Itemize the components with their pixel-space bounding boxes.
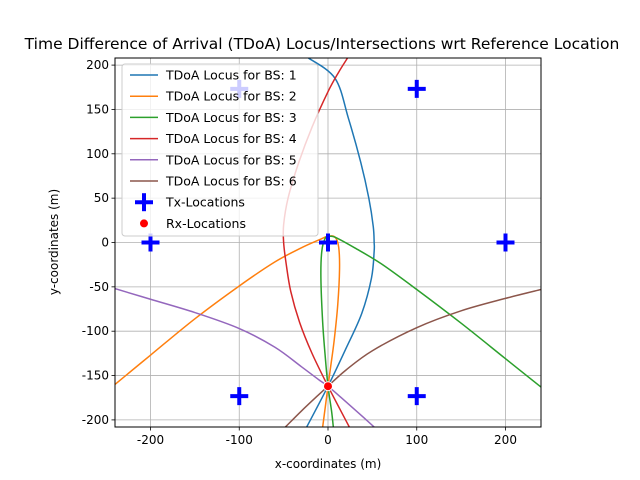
- legend-plus-swatch: [135, 193, 153, 212]
- tx-marker-bs-2: [407, 387, 426, 406]
- legend-entry: TDoA Locus for BS: 3: [130, 110, 297, 125]
- tx-marker-reference: [319, 233, 337, 252]
- rx-marker: [323, 381, 333, 392]
- legend-entry: TDoA Locus for BS: 2: [130, 89, 297, 104]
- chart-legend: TDoA Locus for BS: 1 TDoA Locus for BS: 2…: [121, 63, 319, 237]
- legend-label: Tx-Locations: [165, 195, 245, 210]
- y-tick-label: -200: [82, 413, 109, 427]
- legend-entry: TDoA Locus for BS: 1: [130, 68, 297, 83]
- y-axis-label: y-coordinates (m): [47, 189, 61, 295]
- y-tick-label: 200: [86, 58, 109, 72]
- tx-marker-bs-3: [407, 79, 426, 98]
- legend-dot-swatch: [139, 218, 149, 229]
- legend-entry: Rx-Locations: [139, 216, 246, 231]
- x-tick-label: 200: [494, 433, 517, 447]
- y-tick-label: 150: [86, 102, 109, 116]
- tdoa-locus-line-bs-1: [306, 58, 376, 427]
- legend-entry: TDoA Locus for BS: 4: [130, 131, 297, 146]
- tdoa-locus-line-bs-5: [115, 287, 375, 427]
- legend-entry: TDoA Locus for BS: 5: [130, 152, 297, 167]
- tx-marker-bs-5: [230, 387, 249, 406]
- x-axis-label: x-coordinates (m): [275, 457, 382, 471]
- x-tick-label: -100: [226, 433, 253, 447]
- y-tick-label: 0: [101, 236, 109, 250]
- y-tick-label: -50: [89, 280, 109, 294]
- legend-label: TDoA Locus for BS: 1: [165, 68, 297, 83]
- x-tick-label: 100: [405, 433, 428, 447]
- legend-box: [121, 63, 319, 237]
- chart-title: Time Difference of Arrival (TDoA) Locus/…: [24, 35, 620, 53]
- x-tick-label: 0: [324, 433, 332, 447]
- tx-marker-bs-6: [496, 233, 515, 252]
- legend-entry: Tx-Locations: [135, 193, 245, 212]
- tdoa-locus-line-bs-6: [284, 288, 541, 427]
- legend-label: TDoA Locus for BS: 5: [165, 152, 297, 167]
- y-tick-label: -150: [82, 369, 109, 383]
- legend-label: TDoA Locus for BS: 6: [165, 174, 297, 189]
- legend-label: Rx-Locations: [166, 216, 246, 231]
- axis-ticks: -200 -100 0 100 200 -200 -150 -100 -50 0 50 100 150 2…: [82, 58, 517, 447]
- legend-entry: TDoA Locus for BS: 6: [130, 174, 297, 189]
- legend-label: TDoA Locus for BS: 2: [165, 89, 297, 104]
- y-tick-label: -100: [82, 324, 109, 338]
- y-tick-label: 100: [86, 147, 109, 161]
- legend-label: TDoA Locus for BS: 4: [165, 131, 297, 146]
- y-tick-label: 50: [94, 191, 109, 205]
- legend-label: TDoA Locus for BS: 3: [165, 110, 297, 125]
- x-tick-label: -200: [137, 433, 164, 447]
